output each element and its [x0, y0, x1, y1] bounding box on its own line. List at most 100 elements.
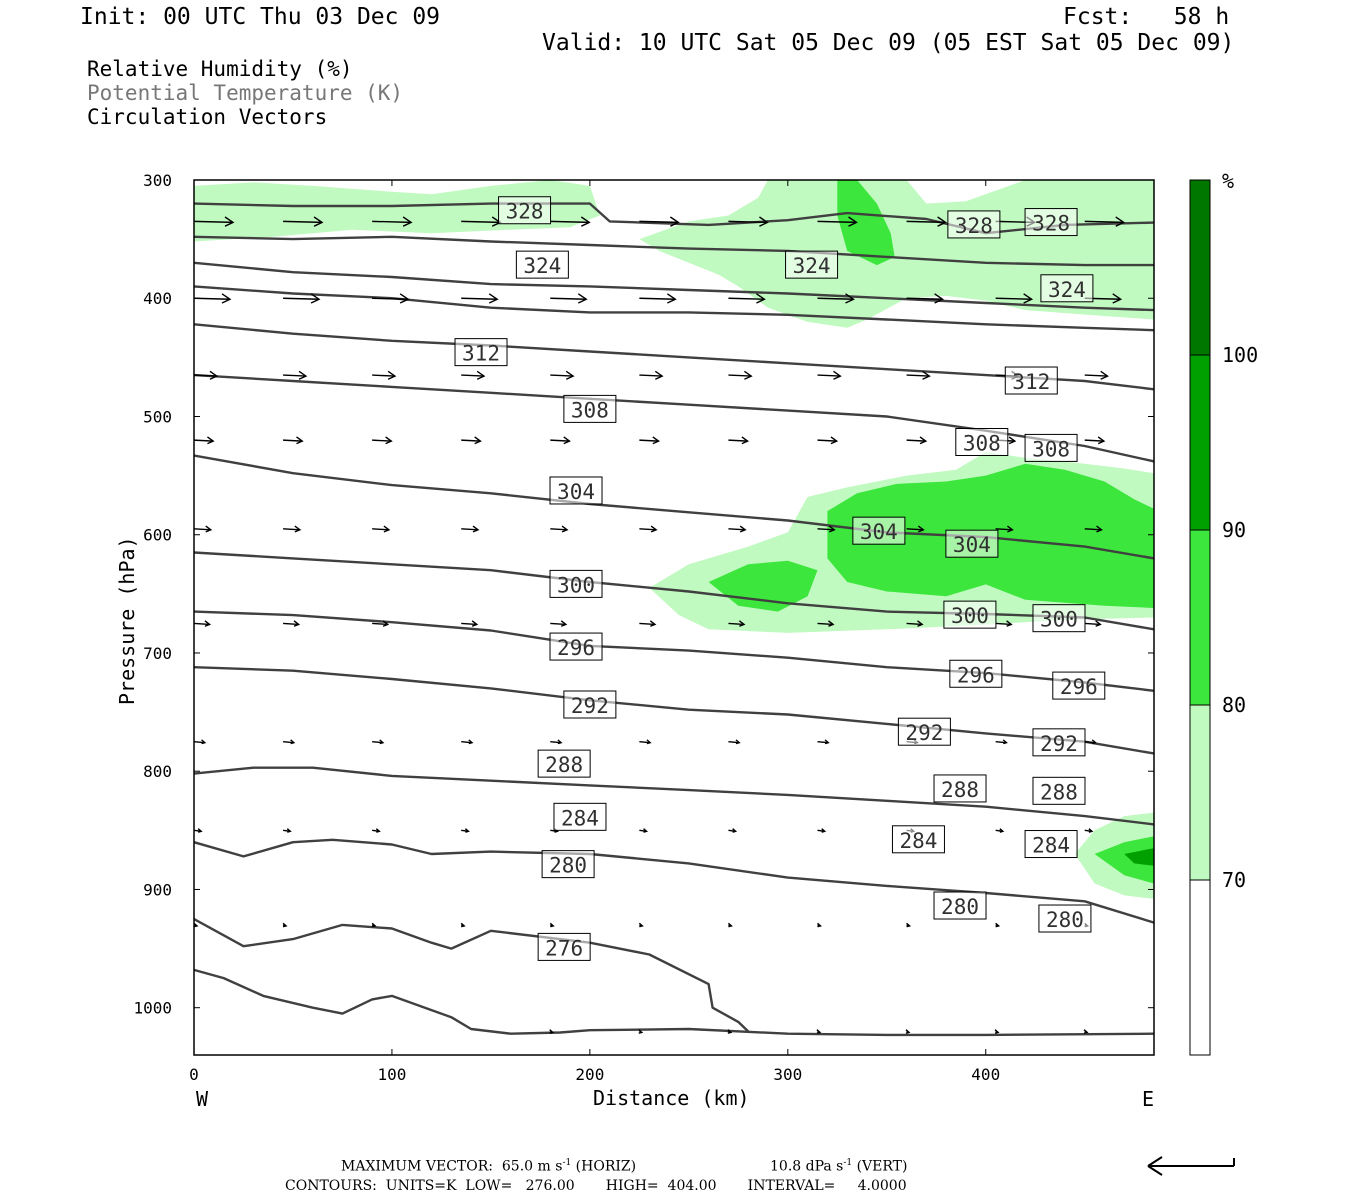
isentrope-288 — [194, 766, 1154, 826]
x-tick-label: 400 — [971, 1065, 1000, 1084]
isentrope-300 — [194, 551, 1154, 631]
vector-arrow — [817, 525, 836, 533]
vector-head — [298, 370, 308, 380]
vector-head — [919, 436, 928, 445]
vector-shaft — [639, 528, 657, 531]
vector-head — [379, 739, 385, 745]
vector-head — [399, 293, 410, 304]
vector-arrow — [727, 1029, 733, 1034]
contour-label-box — [1024, 208, 1078, 237]
contour-label: 312 — [1004, 366, 1058, 395]
vector-arrow — [461, 370, 486, 380]
vector-shaft — [1084, 220, 1124, 224]
vector-shaft — [283, 622, 299, 626]
vector-shaft — [817, 374, 841, 377]
vector-head — [464, 828, 470, 833]
contour-label-box — [498, 196, 552, 225]
vector-shaft — [461, 622, 477, 626]
contour-label-box — [1032, 776, 1086, 805]
vector-head — [385, 436, 393, 445]
vector-shaft — [728, 220, 768, 224]
contour-label-box — [563, 690, 617, 719]
contour-label-text: 292 — [905, 721, 943, 745]
contour-label-text: 312 — [462, 342, 500, 366]
isentrope-308 — [194, 373, 1154, 463]
vector-arrow — [728, 525, 747, 533]
vector-arrow — [817, 370, 842, 380]
vector-head — [666, 293, 677, 304]
vector-arrow — [194, 370, 219, 380]
vector-head — [824, 739, 830, 745]
contour-label-box — [1040, 274, 1094, 303]
vector-arrow — [906, 922, 912, 928]
vector-head — [476, 370, 486, 380]
contour-label-box — [1032, 604, 1086, 633]
forecast-hour: Fcst: 58 h — [1063, 4, 1230, 30]
vector-arrow — [372, 293, 410, 304]
vector-shaft — [194, 439, 214, 442]
vector-shaft — [461, 374, 485, 377]
vector-shaft — [550, 297, 587, 300]
contour-label: 328 — [498, 196, 552, 225]
contour-label-text: 324 — [523, 254, 561, 278]
vector-arrow — [906, 293, 944, 304]
vector-head — [922, 370, 931, 380]
vector-head — [738, 620, 746, 627]
vector-head — [286, 828, 292, 833]
vector-arrow — [282, 922, 288, 928]
vector-head — [471, 620, 479, 627]
vector-shaft — [728, 439, 748, 442]
y-axis-label: Pressure (hPa) — [115, 536, 139, 705]
init-time: Init: 00 UTC Thu 03 Dec 09 — [80, 4, 441, 30]
vector-head — [282, 922, 288, 928]
contour-label-box — [891, 825, 945, 854]
vector-arrow — [283, 370, 308, 380]
isentrope-284 — [194, 838, 1154, 924]
vector-shaft — [283, 297, 320, 300]
contour-label-box — [785, 250, 839, 279]
vector-head — [830, 436, 839, 445]
contour-label: 312 — [454, 338, 508, 367]
vector-head — [557, 739, 563, 745]
vector-head — [994, 1029, 1000, 1034]
vector-arrow — [372, 436, 393, 445]
vector-shaft — [1084, 528, 1102, 531]
contour-label-box — [515, 250, 569, 279]
vector-shaft — [995, 528, 1013, 531]
contour-label: 300 — [1032, 604, 1086, 633]
vector-arrow — [816, 1029, 822, 1034]
contour-label-text: 308 — [571, 398, 609, 422]
colorbar-tick-label: 70 — [1222, 868, 1246, 892]
isentrope-296 — [194, 610, 1154, 692]
contour-label: 296 — [549, 632, 603, 661]
vector-head — [727, 922, 733, 928]
contour-label-box — [537, 932, 591, 961]
vector-arrow — [638, 1029, 644, 1034]
contour-label-box — [943, 600, 997, 629]
contour-label-text: 280 — [1046, 908, 1084, 932]
vector-shaft — [372, 374, 395, 377]
vector-arrow — [283, 216, 324, 227]
vector-arrow — [906, 436, 928, 445]
vector-head — [1100, 370, 1109, 380]
vector-shaft — [461, 297, 498, 300]
vector-head — [293, 620, 301, 627]
vector-head — [563, 436, 571, 445]
vector-arrow — [817, 828, 827, 833]
x-tick-label: 300 — [773, 1065, 802, 1084]
isentrope-292 — [194, 666, 1154, 755]
vector-arrow — [283, 436, 304, 445]
rh-region-80 — [708, 560, 818, 612]
vector-arrow — [372, 620, 390, 627]
vector-shaft — [728, 297, 765, 300]
vector-head — [848, 216, 858, 227]
vector-head — [375, 828, 381, 833]
vector-arrow — [728, 620, 746, 627]
contour-label-box — [563, 394, 617, 423]
vector-shaft — [283, 528, 300, 531]
vector-shaft — [283, 374, 306, 377]
vector-shaft — [194, 374, 217, 377]
vector-head — [382, 620, 390, 627]
colorbar-segment — [1190, 880, 1210, 1055]
